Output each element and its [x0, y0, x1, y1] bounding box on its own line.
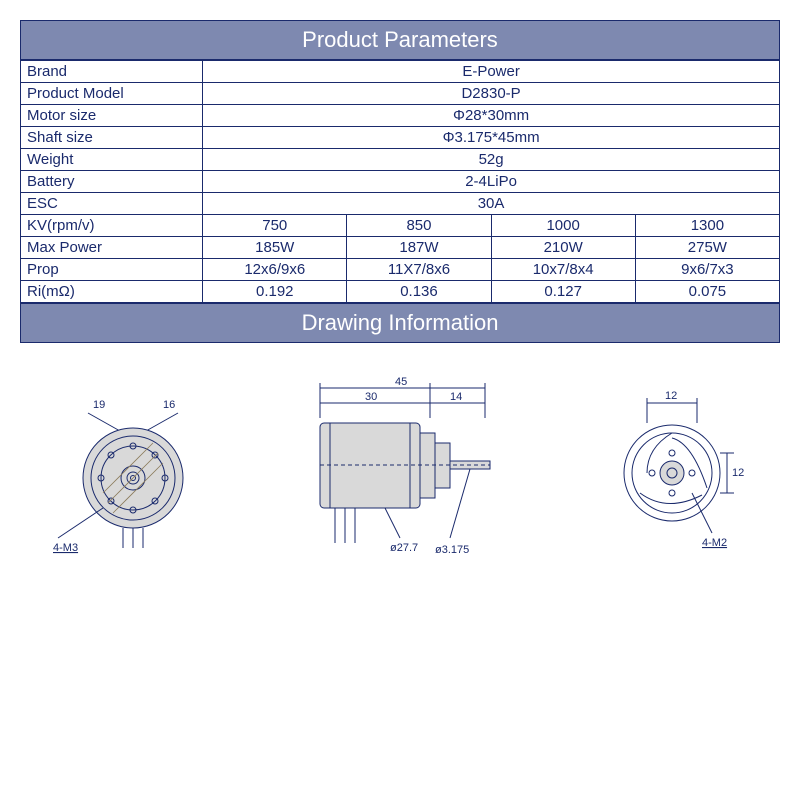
- row-label: KV(rpm/v): [21, 215, 203, 237]
- row-cell: 187W: [347, 237, 491, 259]
- svg-text:19: 19: [93, 399, 105, 411]
- row-cell: 9x6/7x3: [635, 259, 779, 281]
- row-cell: 0.136: [347, 281, 491, 303]
- row-label: Ri(mΩ): [21, 281, 203, 303]
- table-row: Shaft sizeΦ3.175*45mm: [21, 127, 780, 149]
- table-row: Prop12x6/9x611X7/8x610x7/8x49x6/7x3: [21, 259, 780, 281]
- row-cell: 11X7/8x6: [347, 259, 491, 281]
- row-cell: 1300: [635, 215, 779, 237]
- row-cell: 185W: [203, 237, 347, 259]
- svg-text:16: 16: [163, 399, 175, 411]
- row-cell: 0.075: [635, 281, 779, 303]
- svg-text:4-M3: 4-M3: [53, 542, 78, 554]
- table-row: Max Power185W187W210W275W: [21, 237, 780, 259]
- row-label: Shaft size: [21, 127, 203, 149]
- parameters-table: BrandE-PowerProduct ModelD2830-PMotor si…: [20, 60, 780, 303]
- drawing-banner: Drawing Information: [20, 303, 780, 343]
- row-cell: 10x7/8x4: [491, 259, 635, 281]
- table-row: BrandE-Power: [21, 61, 780, 83]
- drawing-front: 19 16: [48, 383, 218, 563]
- row-cell: 1000: [491, 215, 635, 237]
- row-label: ESC: [21, 193, 203, 215]
- row-label: Battery: [21, 171, 203, 193]
- svg-text:30: 30: [365, 391, 377, 403]
- row-cell: 750: [203, 215, 347, 237]
- row-cell: 0.127: [491, 281, 635, 303]
- row-value: 2-4LiPo: [203, 171, 780, 193]
- table-row: KV(rpm/v)75085010001300: [21, 215, 780, 237]
- row-value: 30A: [203, 193, 780, 215]
- table-row: Product ModelD2830-P: [21, 83, 780, 105]
- row-label: Brand: [21, 61, 203, 83]
- svg-text:12: 12: [665, 390, 677, 402]
- table-row: Weight52g: [21, 149, 780, 171]
- svg-text:ø27.7: ø27.7: [390, 542, 418, 554]
- drawing-side: 45 30 14 ø27.7: [275, 373, 535, 573]
- drawings-row: 19 16: [20, 373, 780, 573]
- row-cell: 210W: [491, 237, 635, 259]
- table-row: Battery2-4LiPo: [21, 171, 780, 193]
- table-row: Motor sizeΦ28*30mm: [21, 105, 780, 127]
- row-value: D2830-P: [203, 83, 780, 105]
- table-row: Ri(mΩ)0.1920.1360.1270.075: [21, 281, 780, 303]
- svg-text:12: 12: [732, 467, 744, 479]
- row-cell: 0.192: [203, 281, 347, 303]
- row-label: Max Power: [21, 237, 203, 259]
- svg-text:ø3.175: ø3.175: [435, 544, 469, 556]
- parameters-banner: Product Parameters: [20, 20, 780, 60]
- svg-text:4-M2: 4-M2: [702, 537, 727, 549]
- row-value: Φ28*30mm: [203, 105, 780, 127]
- row-label: Weight: [21, 149, 203, 171]
- svg-text:14: 14: [450, 391, 462, 403]
- row-cell: 12x6/9x6: [203, 259, 347, 281]
- row-label: Product Model: [21, 83, 203, 105]
- row-value: Φ3.175*45mm: [203, 127, 780, 149]
- row-value: E-Power: [203, 61, 780, 83]
- row-cell: 850: [347, 215, 491, 237]
- row-cell: 275W: [635, 237, 779, 259]
- svg-text:45: 45: [395, 376, 407, 388]
- row-label: Prop: [21, 259, 203, 281]
- row-value: 52g: [203, 149, 780, 171]
- drawing-rear: 12 12 4-M2: [592, 383, 752, 563]
- row-label: Motor size: [21, 105, 203, 127]
- table-row: ESC30A: [21, 193, 780, 215]
